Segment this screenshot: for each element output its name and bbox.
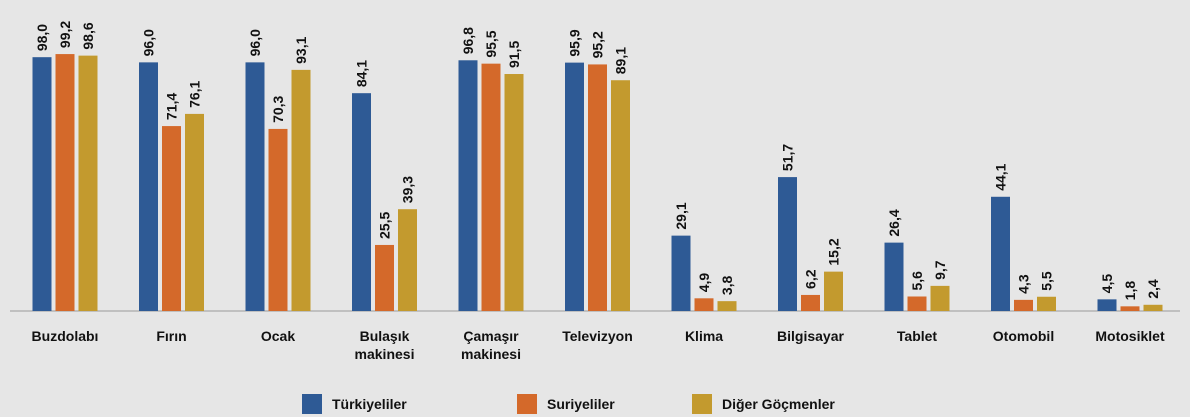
legend-label: Diğer Göçmenler	[722, 396, 835, 412]
value-label: 96,0	[141, 29, 157, 56]
value-label: 96,0	[247, 29, 263, 56]
value-label: 44,1	[993, 163, 1009, 190]
x-tick-label: Buzdolabı	[31, 328, 99, 344]
value-label: 89,1	[613, 47, 629, 74]
bar	[717, 301, 737, 311]
value-label: 95,5	[483, 30, 499, 57]
bar	[268, 128, 288, 311]
value-label: 93,1	[293, 36, 309, 63]
bar	[245, 62, 265, 311]
bar	[398, 209, 417, 311]
value-label: 6,2	[803, 269, 819, 289]
bar	[671, 235, 691, 311]
value-label: 1,8	[1122, 281, 1138, 301]
value-label: 3,8	[719, 275, 735, 295]
legend-label: Suriyeliler	[547, 396, 615, 412]
value-label: 71,4	[164, 93, 180, 120]
x-tick-label: Bilgisayar	[777, 328, 844, 344]
bar	[611, 80, 630, 311]
value-label: 5,6	[909, 271, 925, 291]
bar	[1037, 296, 1056, 311]
bar	[694, 298, 714, 311]
bar	[801, 294, 820, 311]
value-label: 2,4	[1145, 279, 1161, 299]
value-label: 29,1	[673, 202, 689, 229]
value-label: 91,5	[506, 41, 522, 68]
bar	[778, 177, 797, 311]
x-tick-label: Otomobil	[992, 328, 1055, 344]
value-label: 70,3	[270, 95, 286, 122]
bar	[291, 69, 311, 311]
bar	[1143, 304, 1163, 311]
bar	[185, 113, 204, 311]
bar	[352, 93, 371, 311]
x-tick-label: Fırın	[156, 328, 187, 344]
value-label: 98,0	[34, 24, 50, 51]
legend-label: Türkiyeliler	[332, 396, 407, 412]
x-tick-label: Çamaşır makinesi	[461, 328, 521, 362]
x-tick-label: Klima	[684, 328, 724, 344]
value-label: 84,1	[354, 60, 370, 87]
x-tick-label: Ocak	[260, 328, 296, 344]
legend-swatch	[302, 394, 322, 414]
bar	[375, 244, 394, 311]
bar	[504, 74, 524, 311]
bar	[481, 63, 501, 311]
value-label: 39,3	[400, 176, 416, 203]
value-label: 25,5	[377, 211, 393, 238]
bar	[78, 55, 98, 311]
bar	[884, 242, 904, 311]
value-label: 96,8	[460, 27, 476, 54]
bar	[1097, 299, 1117, 311]
value-label: 9,7	[932, 260, 948, 280]
bar	[162, 126, 181, 311]
value-label: 15,2	[826, 238, 842, 265]
bar	[1014, 299, 1033, 311]
legend-swatch	[517, 394, 537, 414]
bar	[1120, 306, 1140, 311]
x-tick-label: Tablet	[896, 328, 938, 344]
value-label: 51,7	[780, 144, 796, 171]
bar	[139, 62, 158, 311]
bar	[907, 296, 927, 311]
x-tick-label: Televizyon	[562, 328, 633, 344]
x-tick-label: Motosiklet	[1095, 328, 1165, 344]
x-tick-label: Bulaşık makinesi	[354, 328, 415, 362]
value-label: 4,5	[1099, 274, 1115, 294]
value-label: 98,6	[80, 22, 96, 49]
value-label: 99,2	[57, 21, 73, 48]
bar	[824, 271, 843, 311]
bar	[991, 196, 1010, 311]
value-label: 26,4	[886, 209, 902, 236]
bar	[32, 57, 52, 312]
value-label: 5,5	[1039, 271, 1055, 291]
value-label: 76,1	[187, 80, 203, 107]
bar	[565, 62, 584, 311]
value-label: 4,9	[696, 273, 712, 293]
legend-swatch	[692, 394, 712, 414]
value-label: 95,9	[567, 29, 583, 56]
value-label: 95,2	[590, 31, 606, 58]
bar	[55, 54, 75, 312]
bar	[930, 285, 950, 311]
value-label: 4,3	[1016, 274, 1032, 294]
bar	[458, 60, 478, 312]
bar	[588, 64, 607, 311]
